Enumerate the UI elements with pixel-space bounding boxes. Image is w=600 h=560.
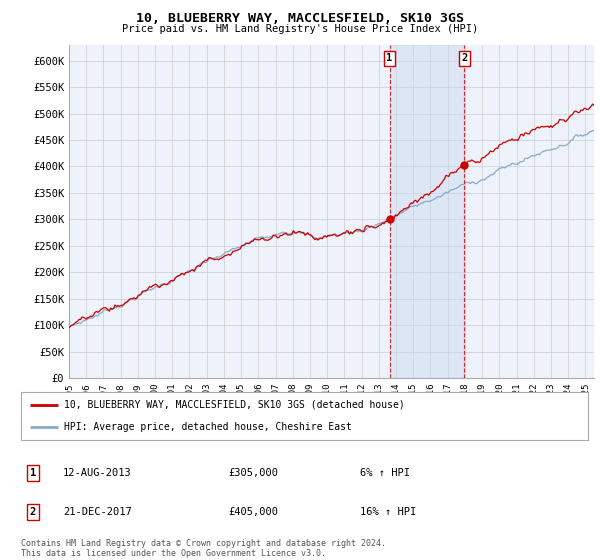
Text: 1: 1 [30,468,36,478]
Text: 16% ↑ HPI: 16% ↑ HPI [360,507,416,517]
Text: 2: 2 [461,53,467,63]
Text: HPI: Average price, detached house, Cheshire East: HPI: Average price, detached house, Ches… [64,422,352,432]
Text: 10, BLUEBERRY WAY, MACCLESFIELD, SK10 3GS: 10, BLUEBERRY WAY, MACCLESFIELD, SK10 3G… [136,12,464,25]
Text: 2: 2 [30,507,36,517]
Text: 21-DEC-2017: 21-DEC-2017 [63,507,132,517]
Bar [389,45,464,378]
Text: 6% ↑ HPI: 6% ↑ HPI [360,468,410,478]
Text: £405,000: £405,000 [228,507,278,517]
Text: 1: 1 [386,53,392,63]
Text: 12-AUG-2013: 12-AUG-2013 [63,468,132,478]
Text: Contains HM Land Registry data © Crown copyright and database right 2024.
This d: Contains HM Land Registry data © Crown c… [21,539,386,558]
Text: £305,000: £305,000 [228,468,278,478]
Text: Price paid vs. HM Land Registry's House Price Index (HPI): Price paid vs. HM Land Registry's House … [122,24,478,34]
Text: 10, BLUEBERRY WAY, MACCLESFIELD, SK10 3GS (detached house): 10, BLUEBERRY WAY, MACCLESFIELD, SK10 3G… [64,400,404,410]
